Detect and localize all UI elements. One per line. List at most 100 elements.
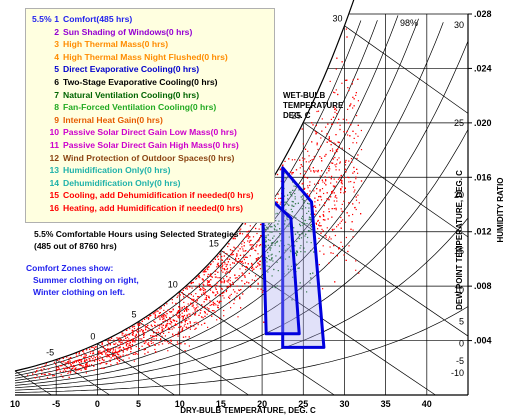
data-point	[314, 213, 316, 215]
data-point	[222, 264, 224, 266]
data-point	[182, 315, 185, 317]
data-point	[340, 191, 342, 194]
data-point	[98, 354, 100, 356]
data-point	[205, 268, 207, 271]
data-point	[336, 200, 338, 202]
data-point	[298, 189, 300, 191]
data-point	[332, 116, 335, 118]
data-point	[102, 346, 105, 348]
data-point	[151, 329, 154, 331]
data-point	[312, 167, 314, 169]
data-point	[106, 362, 108, 365]
legend-item-number: 3	[54, 39, 59, 50]
legend-item-number: 9	[54, 114, 59, 125]
data-point	[116, 362, 118, 364]
humidity-ratio-tick-label: .028	[474, 9, 492, 19]
data-point	[351, 221, 353, 223]
wet-bulb-tick-label: 10	[168, 279, 178, 289]
data-point	[266, 261, 268, 263]
wet-bulb-line	[14, 370, 52, 396]
data-point	[326, 227, 328, 229]
data-point	[340, 216, 342, 219]
data-point	[137, 324, 139, 326]
data-point	[112, 354, 114, 356]
data-point	[188, 313, 190, 315]
data-point	[203, 322, 205, 324]
data-point	[319, 216, 321, 218]
data-point	[233, 302, 235, 305]
data-point	[147, 330, 149, 332]
data-point	[239, 298, 241, 300]
data-point	[216, 319, 218, 321]
data-point	[208, 295, 210, 297]
data-point	[257, 288, 259, 290]
data-point	[89, 348, 91, 350]
data-point	[170, 311, 172, 313]
data-point	[139, 327, 141, 329]
data-point	[240, 307, 242, 309]
data-point	[323, 205, 325, 207]
legend-item-number: 4	[54, 51, 59, 62]
data-point	[335, 209, 337, 211]
data-point	[161, 328, 163, 330]
data-point	[207, 273, 209, 275]
data-point	[313, 158, 315, 160]
data-point	[62, 376, 64, 378]
data-point	[226, 275, 228, 278]
data-point	[337, 178, 340, 180]
data-point	[276, 241, 278, 243]
data-point	[195, 307, 197, 309]
data-point	[116, 337, 118, 339]
data-point	[120, 343, 122, 345]
data-point	[309, 184, 311, 186]
data-point	[181, 307, 183, 309]
data-point	[181, 328, 183, 330]
data-point	[237, 279, 239, 281]
data-point	[161, 343, 164, 345]
data-point	[236, 253, 238, 255]
data-point	[256, 241, 258, 243]
data-point	[353, 171, 355, 173]
data-point	[63, 367, 65, 369]
data-point	[228, 285, 230, 287]
data-point	[268, 259, 271, 261]
data-point	[295, 250, 298, 252]
data-point	[196, 277, 198, 279]
data-point	[115, 356, 118, 358]
wet-bulb-line	[179, 291, 335, 396]
data-point	[274, 229, 276, 231]
data-point	[308, 207, 310, 209]
data-point	[75, 370, 77, 372]
data-point	[291, 211, 293, 213]
data-point	[242, 262, 244, 264]
wet-bulb-line	[97, 343, 175, 396]
data-point	[296, 240, 298, 243]
data-point	[92, 351, 94, 353]
data-point	[196, 309, 198, 311]
data-point	[277, 223, 279, 225]
data-point	[110, 357, 112, 359]
data-point	[131, 344, 134, 346]
data-point	[226, 267, 229, 270]
data-point	[242, 250, 244, 252]
data-point	[191, 299, 194, 301]
humidity-ratio-tick-label: .004	[474, 336, 492, 346]
data-point	[117, 344, 119, 346]
data-point	[252, 244, 254, 246]
data-point	[332, 185, 334, 187]
data-point	[92, 358, 94, 360]
data-point	[290, 194, 292, 196]
data-point	[72, 364, 75, 367]
data-point	[357, 172, 359, 174]
data-point	[84, 354, 86, 356]
data-point	[149, 315, 151, 317]
data-point	[60, 374, 62, 376]
data-point	[127, 348, 129, 350]
data-point	[332, 229, 334, 231]
data-point	[195, 313, 197, 315]
data-point	[256, 258, 259, 260]
data-point	[267, 251, 269, 254]
dew-point-tick-label: 20	[454, 190, 464, 200]
data-point	[345, 79, 347, 81]
data-point	[276, 229, 278, 231]
